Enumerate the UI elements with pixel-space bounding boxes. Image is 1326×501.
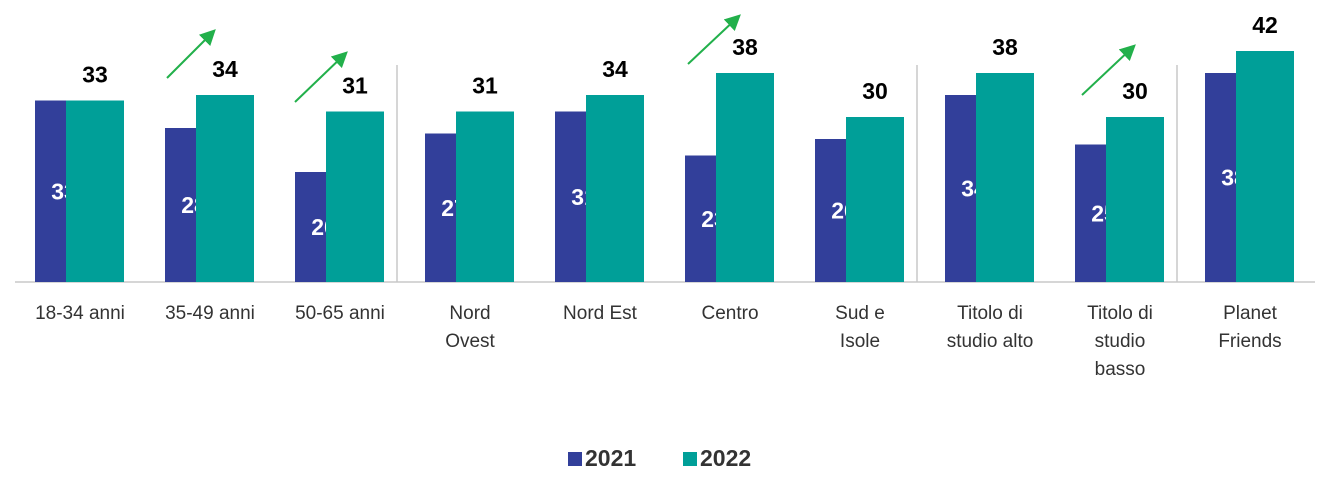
value-label: 33 [82,62,108,88]
value-label: 31 [472,73,498,99]
x-tick-label: Titolo di studio basso [1087,303,1153,380]
bar [586,95,644,282]
bar [716,73,774,282]
value-label: 38 [732,34,758,60]
legend-label: 2022 [700,445,751,471]
x-tick-label: Planet Friends [1218,303,1282,352]
legend-swatch [568,452,582,466]
value-label: 30 [862,78,888,104]
arrow [687,14,741,65]
arrow [1081,44,1136,96]
value-label: 30 [1122,78,1148,104]
bar [1106,117,1164,282]
legend-swatch [683,452,697,466]
bar [1236,51,1294,282]
arrow [294,51,348,103]
x-tick-label: 35-49 anni [165,303,255,324]
value-label: 34 [212,56,238,82]
x-tick-label: 50-65 anni [295,303,385,324]
bar [456,111,514,282]
value-label: 34 [602,56,628,82]
value-label: 42 [1252,12,1278,38]
value-label: 38 [992,34,1018,60]
x-tick-label: Sud e Isole [835,303,885,352]
arrow [166,29,216,79]
legend-label: 2021 [585,445,636,471]
bar [326,111,384,282]
arrows [166,14,1136,103]
x-tick-label: 18-34 anni [35,303,125,324]
value-label: 31 [342,73,368,99]
x-tick-label: Nord Est [563,303,637,324]
bar [66,100,124,282]
x-tick-label: Centro [701,303,759,324]
bar [976,73,1034,282]
x-tick-label: Titolo di studio alto [946,303,1034,352]
x-tick-label: Nord Ovest [445,303,495,352]
bar [196,95,254,282]
bar [846,117,904,282]
